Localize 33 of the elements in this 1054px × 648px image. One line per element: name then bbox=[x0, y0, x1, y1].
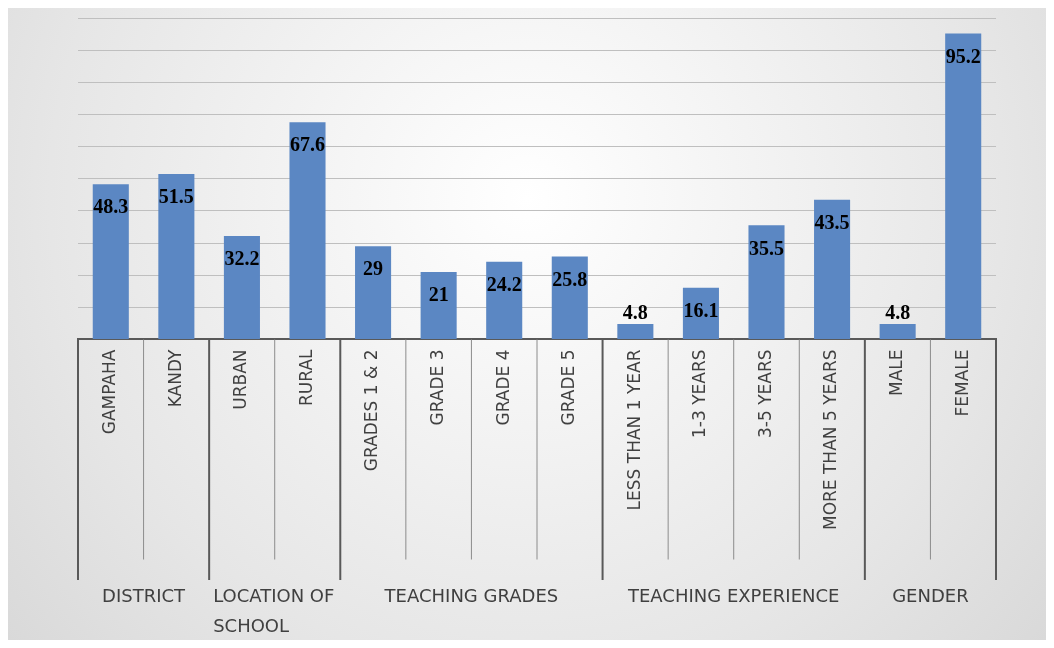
x-tick-label: GRADES 1 & 2 bbox=[361, 349, 382, 472]
x-tick-label: 1-3 YEARS bbox=[689, 349, 710, 439]
x-tick-label: KANDY bbox=[164, 348, 185, 408]
text: LOCATION OF SCHOOL bbox=[213, 585, 335, 637]
data-label: 43.5 bbox=[814, 210, 850, 233]
x-tick-label: GRADE 3 bbox=[427, 349, 448, 426]
x-tick-label: FEMALE bbox=[951, 349, 972, 417]
data-label: 29 bbox=[363, 257, 384, 280]
x-tick-label: GAMPAHA bbox=[99, 349, 120, 435]
x-tick-label: 3-5 YEARS bbox=[754, 349, 775, 439]
text: DISTRICT bbox=[102, 585, 187, 607]
data-label: 35.5 bbox=[749, 236, 784, 259]
text: TEACHING EXPERIENCE bbox=[626, 585, 840, 607]
x-tick-label: RURAL bbox=[295, 348, 316, 406]
data-label: 25.8 bbox=[552, 267, 588, 290]
data-label: 67.6 bbox=[290, 133, 325, 156]
data-label: 51.5 bbox=[158, 185, 194, 208]
data-label: 16.1 bbox=[683, 298, 719, 321]
text: TEACHING GRADES bbox=[383, 585, 559, 607]
data-label: 4.8 bbox=[622, 301, 648, 324]
data-label: 24.2 bbox=[486, 272, 522, 295]
x-tick-label: MORE THAN 5 YEARS bbox=[820, 349, 841, 531]
x-tick-label: LESS THAN 1 YEAR bbox=[623, 349, 644, 511]
x-tick-label: MALE bbox=[886, 349, 907, 397]
text: GENDER bbox=[892, 585, 969, 607]
x-tick-label: GRADE 4 bbox=[492, 349, 513, 426]
data-label: 32.2 bbox=[224, 247, 260, 270]
data-label: 21 bbox=[428, 283, 449, 306]
data-label: 95.2 bbox=[945, 44, 981, 67]
x-tick-label: URBAN bbox=[230, 349, 251, 410]
data-label: 48.3 bbox=[93, 195, 129, 218]
x-tick-label: GRADE 5 bbox=[558, 349, 579, 426]
data-label: 4.8 bbox=[885, 301, 911, 324]
